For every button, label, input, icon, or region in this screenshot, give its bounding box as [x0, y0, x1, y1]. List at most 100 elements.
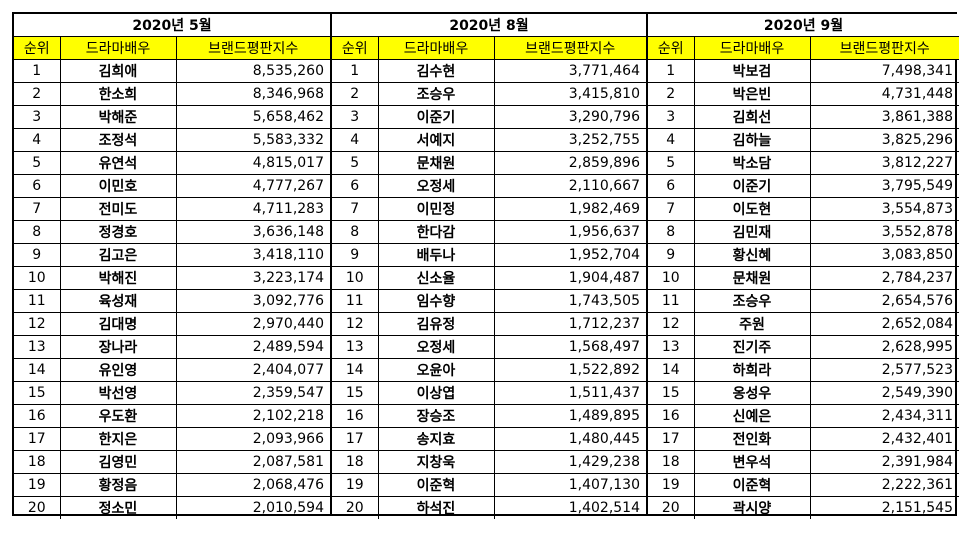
table-row: 10 문채원 2,784,237 — [648, 266, 959, 290]
period-block-may: 2020년 5월 순위 드라마배우 브랜드평판지수 1 김희애 8,535,260 2 한소희 8… — [14, 14, 330, 519]
rank-cell: 20 — [332, 496, 379, 519]
rank-header: 순위 — [332, 36, 379, 60]
actor-header: 드라마배우 — [693, 36, 811, 60]
rank-cell: 16 — [14, 404, 61, 428]
brand-index-cell: 3,636,148 — [175, 220, 330, 244]
brand-index-cell: 2,784,237 — [809, 266, 959, 290]
actor-name-cell: 박해준 — [59, 105, 177, 129]
table-row: 14 유인영 2,404,077 — [14, 358, 330, 382]
table-row: 9 황신혜 3,083,850 — [648, 243, 959, 267]
table-row: 1 박보검 7,498,341 — [648, 59, 959, 83]
table-row: 16 신예은 2,434,311 — [648, 404, 959, 428]
table-row: 17 전인화 2,432,401 — [648, 427, 959, 451]
actor-name-cell: 이민정 — [377, 197, 495, 221]
actor-name-cell: 김희선 — [693, 105, 811, 129]
brand-index-cell: 2,151,545 — [809, 496, 959, 519]
rank-header: 순위 — [14, 36, 61, 60]
brand-index-cell: 4,777,267 — [175, 174, 330, 198]
actor-name-cell: 박은빈 — [693, 82, 811, 106]
brand-index-cell: 1,402,514 — [493, 496, 646, 519]
brand-index-cell: 2,359,547 — [175, 381, 330, 405]
table-row: 1 김수현 3,771,464 — [332, 59, 646, 83]
rank-cell: 6 — [14, 174, 61, 198]
actor-name-cell: 하희라 — [693, 358, 811, 382]
table-row: 20 곽시양 2,151,545 — [648, 496, 959, 519]
rank-cell: 10 — [332, 266, 379, 290]
rank-cell: 1 — [14, 59, 61, 83]
rank-cell: 2 — [332, 82, 379, 106]
actor-name-cell: 김유정 — [377, 312, 495, 336]
rank-cell: 7 — [14, 197, 61, 221]
brand-index-cell: 2,404,077 — [175, 358, 330, 382]
table-row: 4 조정석 5,583,332 — [14, 128, 330, 152]
rank-cell: 6 — [648, 174, 695, 198]
actor-name-cell: 황정음 — [59, 473, 177, 497]
actor-name-cell: 배두나 — [377, 243, 495, 267]
brand-index-cell: 3,552,878 — [809, 220, 959, 244]
actor-name-cell: 오정세 — [377, 174, 495, 198]
table-row: 15 옹성우 2,549,390 — [648, 381, 959, 405]
brand-index-cell: 5,583,332 — [175, 128, 330, 152]
brand-index-cell: 1,511,437 — [493, 381, 646, 405]
actor-name-cell: 하석진 — [377, 496, 495, 519]
table-row: 9 김고은 3,418,110 — [14, 243, 330, 267]
rank-cell: 2 — [648, 82, 695, 106]
brand-index-cell: 3,795,549 — [809, 174, 959, 198]
ranking-table-frame: 2020년 5월 순위 드라마배우 브랜드평판지수 1 김희애 8,535,260 2 한소희 8… — [12, 12, 959, 519]
actor-name-cell: 신소율 — [377, 266, 495, 290]
brand-index-cell: 2,432,401 — [809, 427, 959, 451]
rank-cell: 9 — [14, 243, 61, 267]
actor-name-cell: 전인화 — [693, 427, 811, 451]
brand-index-cell: 2,434,311 — [809, 404, 959, 428]
rank-cell: 16 — [332, 404, 379, 428]
table-row: 12 주원 2,652,084 — [648, 312, 959, 336]
table-row: 11 조승우 2,654,576 — [648, 289, 959, 313]
table-row: 2 한소희 8,346,968 — [14, 82, 330, 106]
actor-name-cell: 이준혁 — [377, 473, 495, 497]
rank-cell: 3 — [332, 105, 379, 129]
table-row: 12 김유정 1,712,237 — [332, 312, 646, 336]
index-header: 브랜드평판지수 — [175, 36, 330, 60]
table-row: 2 조승우 3,415,810 — [332, 82, 646, 106]
table-row: 6 오정세 2,110,667 — [332, 174, 646, 198]
actor-name-cell: 김영민 — [59, 450, 177, 474]
actor-name-cell: 우도환 — [59, 404, 177, 428]
rank-cell: 14 — [648, 358, 695, 382]
brand-index-cell: 3,252,755 — [493, 128, 646, 152]
rank-cell: 12 — [648, 312, 695, 336]
rank-cell: 8 — [332, 220, 379, 244]
actor-name-cell: 이도현 — [693, 197, 811, 221]
rank-cell: 11 — [332, 289, 379, 313]
actor-name-cell: 오정세 — [377, 335, 495, 359]
table-row: 6 이준기 3,795,549 — [648, 174, 959, 198]
brand-index-cell: 3,861,388 — [809, 105, 959, 129]
table-row: 15 이상엽 1,511,437 — [332, 381, 646, 405]
brand-index-cell: 3,290,796 — [493, 105, 646, 129]
brand-index-cell: 2,110,667 — [493, 174, 646, 198]
table-row: 11 육성재 3,092,776 — [14, 289, 330, 313]
rank-cell: 13 — [648, 335, 695, 359]
rank-cell: 20 — [648, 496, 695, 519]
brand-index-cell: 2,549,390 — [809, 381, 959, 405]
table-row: 18 김영민 2,087,581 — [14, 450, 330, 474]
actor-name-cell: 김수현 — [377, 59, 495, 83]
actor-name-cell: 문채원 — [693, 266, 811, 290]
table-row: 3 박해준 5,658,462 — [14, 105, 330, 129]
table-row: 14 오윤아 1,522,892 — [332, 358, 646, 382]
rank-cell: 18 — [332, 450, 379, 474]
brand-index-cell: 1,407,130 — [493, 473, 646, 497]
rank-cell: 8 — [648, 220, 695, 244]
brand-index-cell: 4,711,283 — [175, 197, 330, 221]
brand-index-cell: 1,712,237 — [493, 312, 646, 336]
actor-name-cell: 지창욱 — [377, 450, 495, 474]
table-row: 17 한지은 2,093,966 — [14, 427, 330, 451]
actor-name-cell: 김하늘 — [693, 128, 811, 152]
rank-cell: 19 — [648, 473, 695, 497]
actor-name-cell: 이준기 — [693, 174, 811, 198]
index-header: 브랜드평판지수 — [493, 36, 646, 60]
actor-name-cell: 김민재 — [693, 220, 811, 244]
brand-index-cell: 2,859,896 — [493, 151, 646, 175]
table-row: 8 한다감 1,956,637 — [332, 220, 646, 244]
actor-name-cell: 한다감 — [377, 220, 495, 244]
table-row: 5 박소담 3,812,227 — [648, 151, 959, 175]
